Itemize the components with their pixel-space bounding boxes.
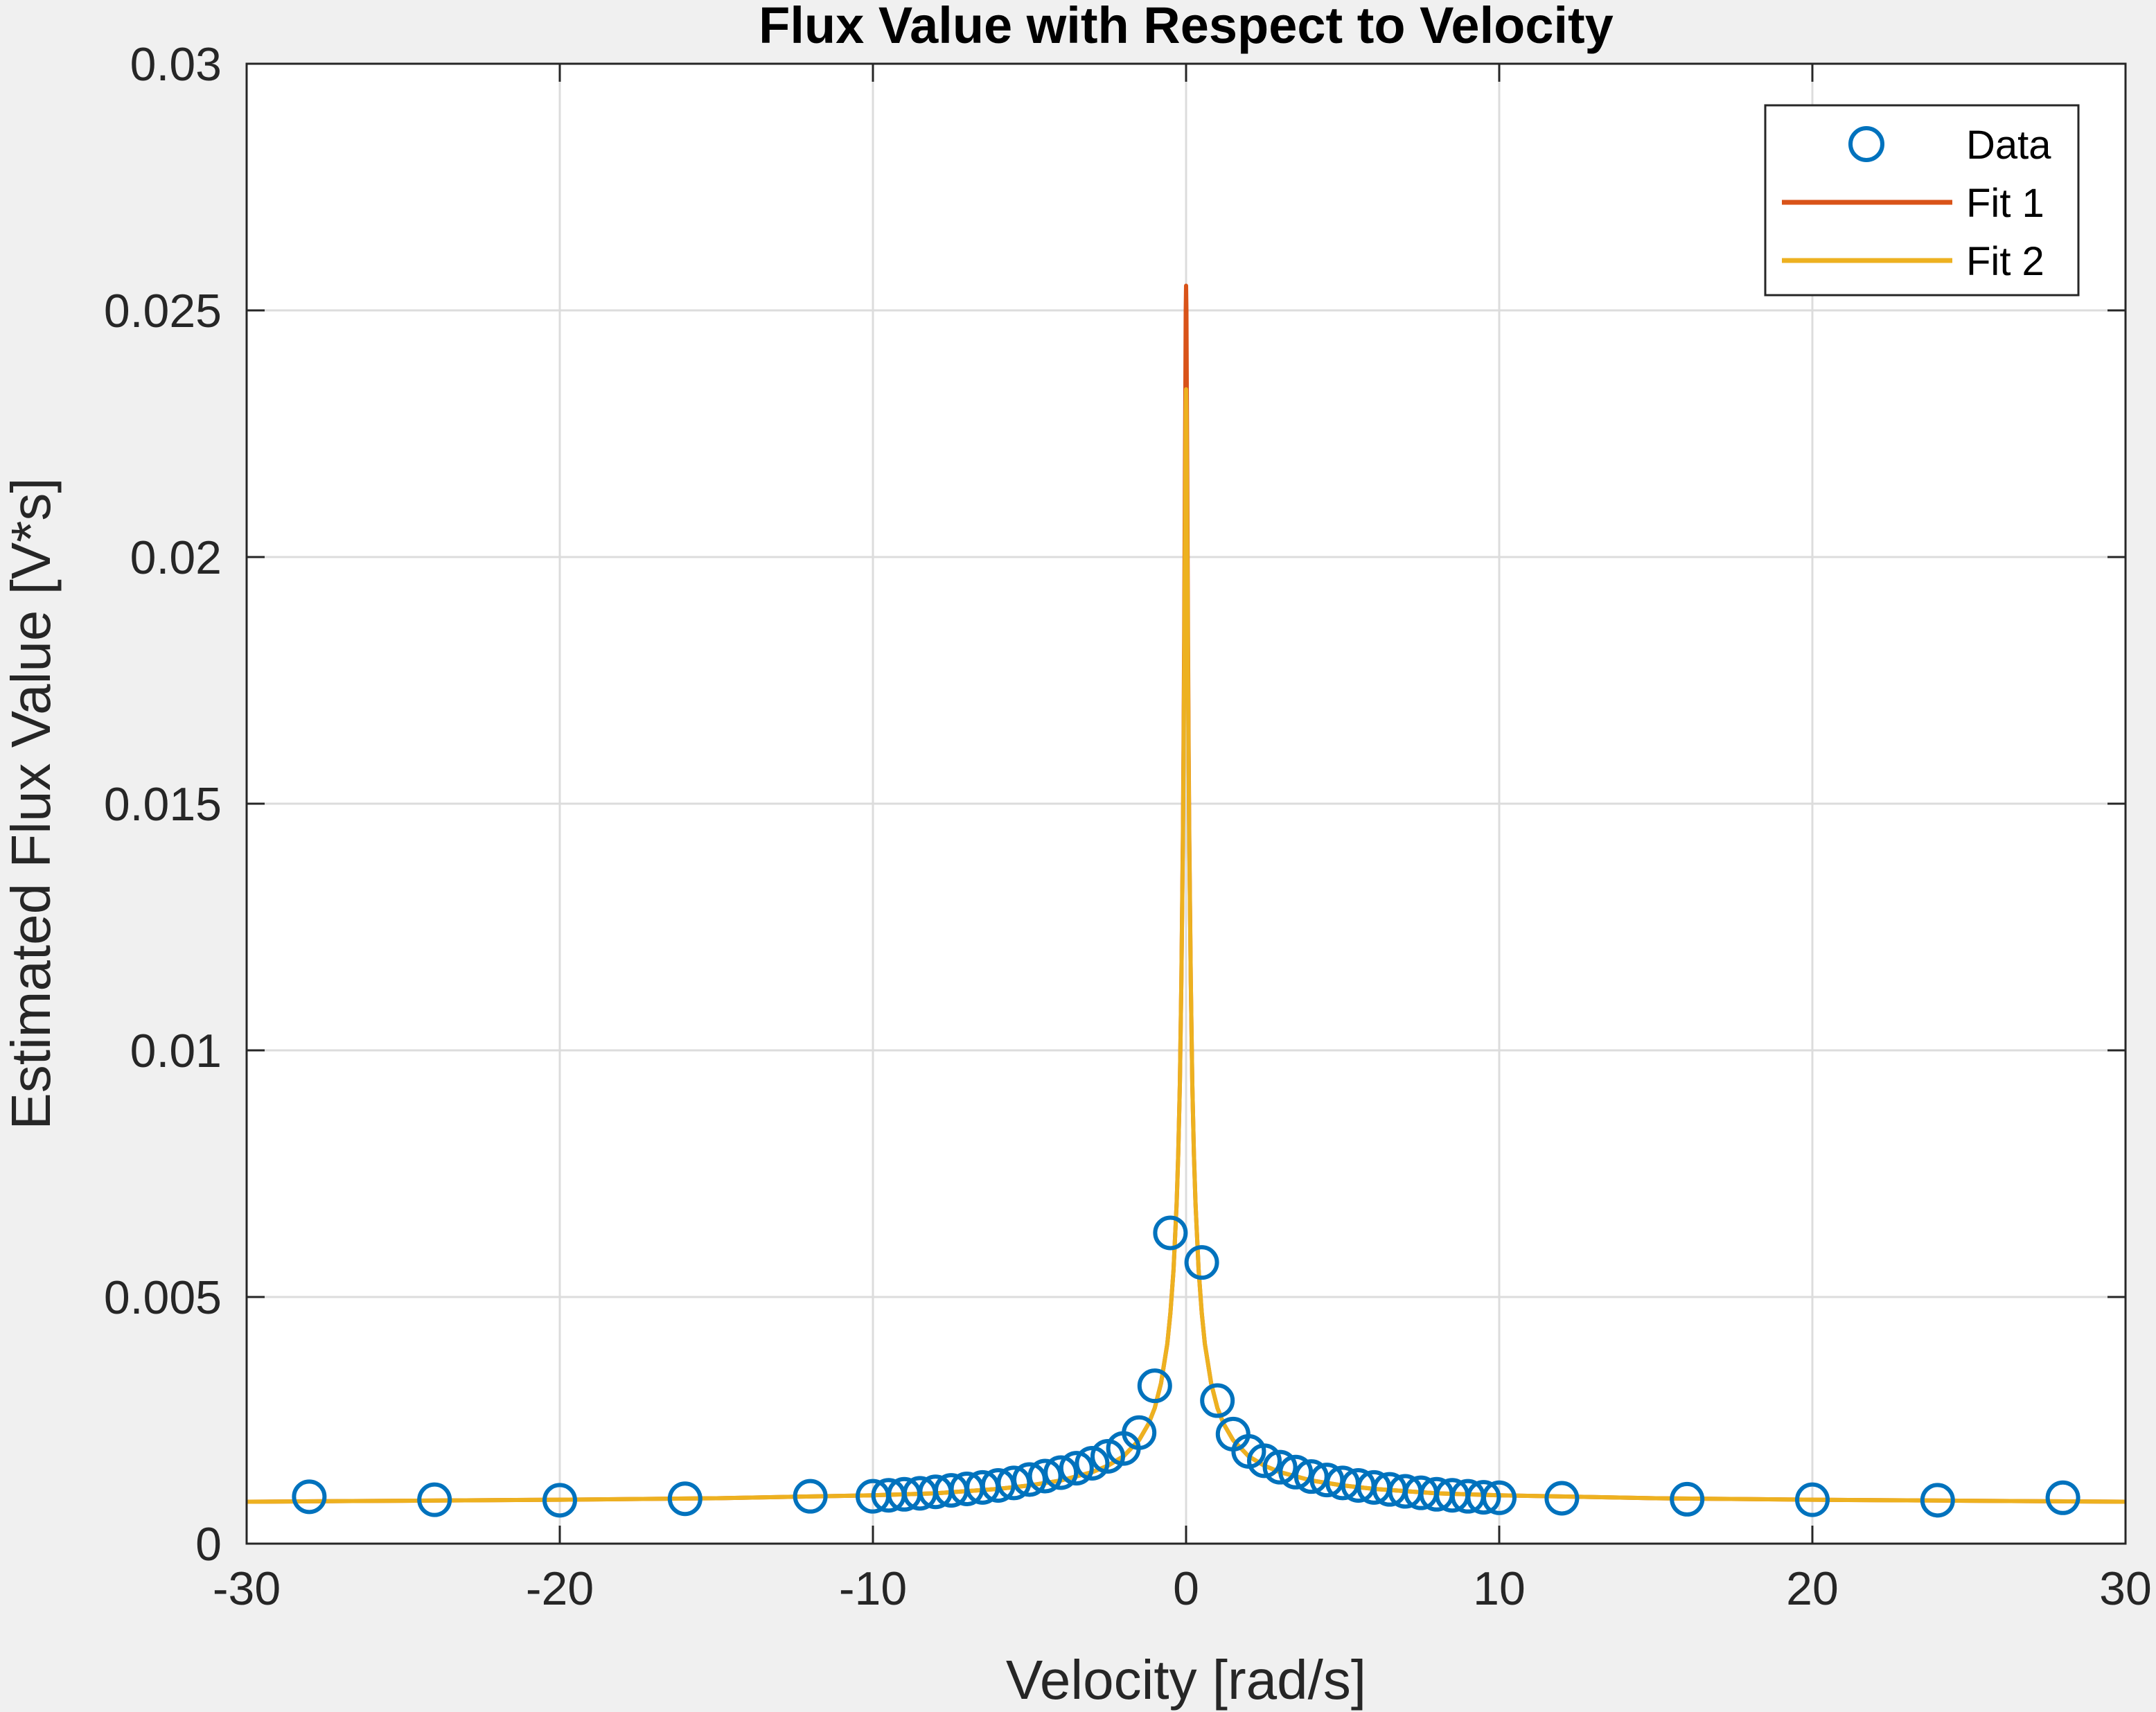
data-point [1027,1458,1063,1494]
x-tick-label: -30 [213,1562,281,1615]
data-point [1262,1449,1298,1485]
series-layer [246,283,2126,1518]
series-fit-2-line [246,387,2126,1504]
x-tick-label: -20 [526,1562,594,1615]
y-tick-label: 0.03 [130,38,222,91]
data-point [2045,1480,2080,1515]
chart-title: Flux Value with Respect to Velocity [759,0,1614,54]
tick-labels: -30 -20 -10 0 10 20 30 0 0.005 0.01 0.015 0.02 0.025… [104,38,2152,1615]
legend-marker-data [1848,126,1884,162]
x-axis-label: Velocity [rad/s] [1006,1649,1366,1711]
data-point [1153,1215,1188,1251]
data-point [1200,1383,1235,1418]
data-point [417,1482,452,1517]
x-tick-label: 0 [1173,1562,1199,1615]
x-tick-label: 20 [1786,1562,1839,1615]
data-point [1059,1451,1094,1486]
data-point [1795,1482,1830,1517]
data-point [1122,1415,1157,1450]
data-point [542,1483,577,1518]
data-point [1075,1445,1110,1481]
data-point [996,1465,1032,1501]
y-tick-label: 0 [195,1518,222,1571]
x-tick-label: -10 [839,1562,907,1615]
y-tick-label: 0.015 [104,778,222,831]
legend-label-data: Data [1966,123,2051,168]
legend-label-fit-1: Fit 1 [1966,181,2044,226]
data-point [793,1479,828,1514]
y-axis-label: Estimated Flux Value [V*s] [0,477,62,1129]
y-tick-label: 0.02 [130,531,222,584]
data-point [1184,1245,1219,1280]
legend-label-fit-2: Fit 2 [1966,239,2044,284]
data-point [1043,1455,1079,1490]
ticks [245,62,2127,1545]
y-tick-label: 0.01 [130,1025,222,1077]
y-tick-label: 0.005 [104,1271,222,1324]
y-tick-label: 0.025 [104,285,222,337]
data-point [1137,1368,1172,1404]
data-point [1920,1483,1955,1518]
data-point [1466,1480,1501,1515]
data-point [1482,1480,1517,1515]
data-point [1012,1462,1047,1497]
data-point [667,1481,703,1517]
data-point [1544,1481,1580,1516]
data-point [1670,1481,1705,1517]
x-tick-label: 30 [2099,1562,2152,1615]
data-point [292,1479,327,1515]
legend: Data Fit 1 Fit 2 [1764,104,2080,297]
data-point [1247,1443,1282,1479]
data-point [1278,1454,1314,1490]
x-tick-label: 10 [1473,1562,1526,1615]
